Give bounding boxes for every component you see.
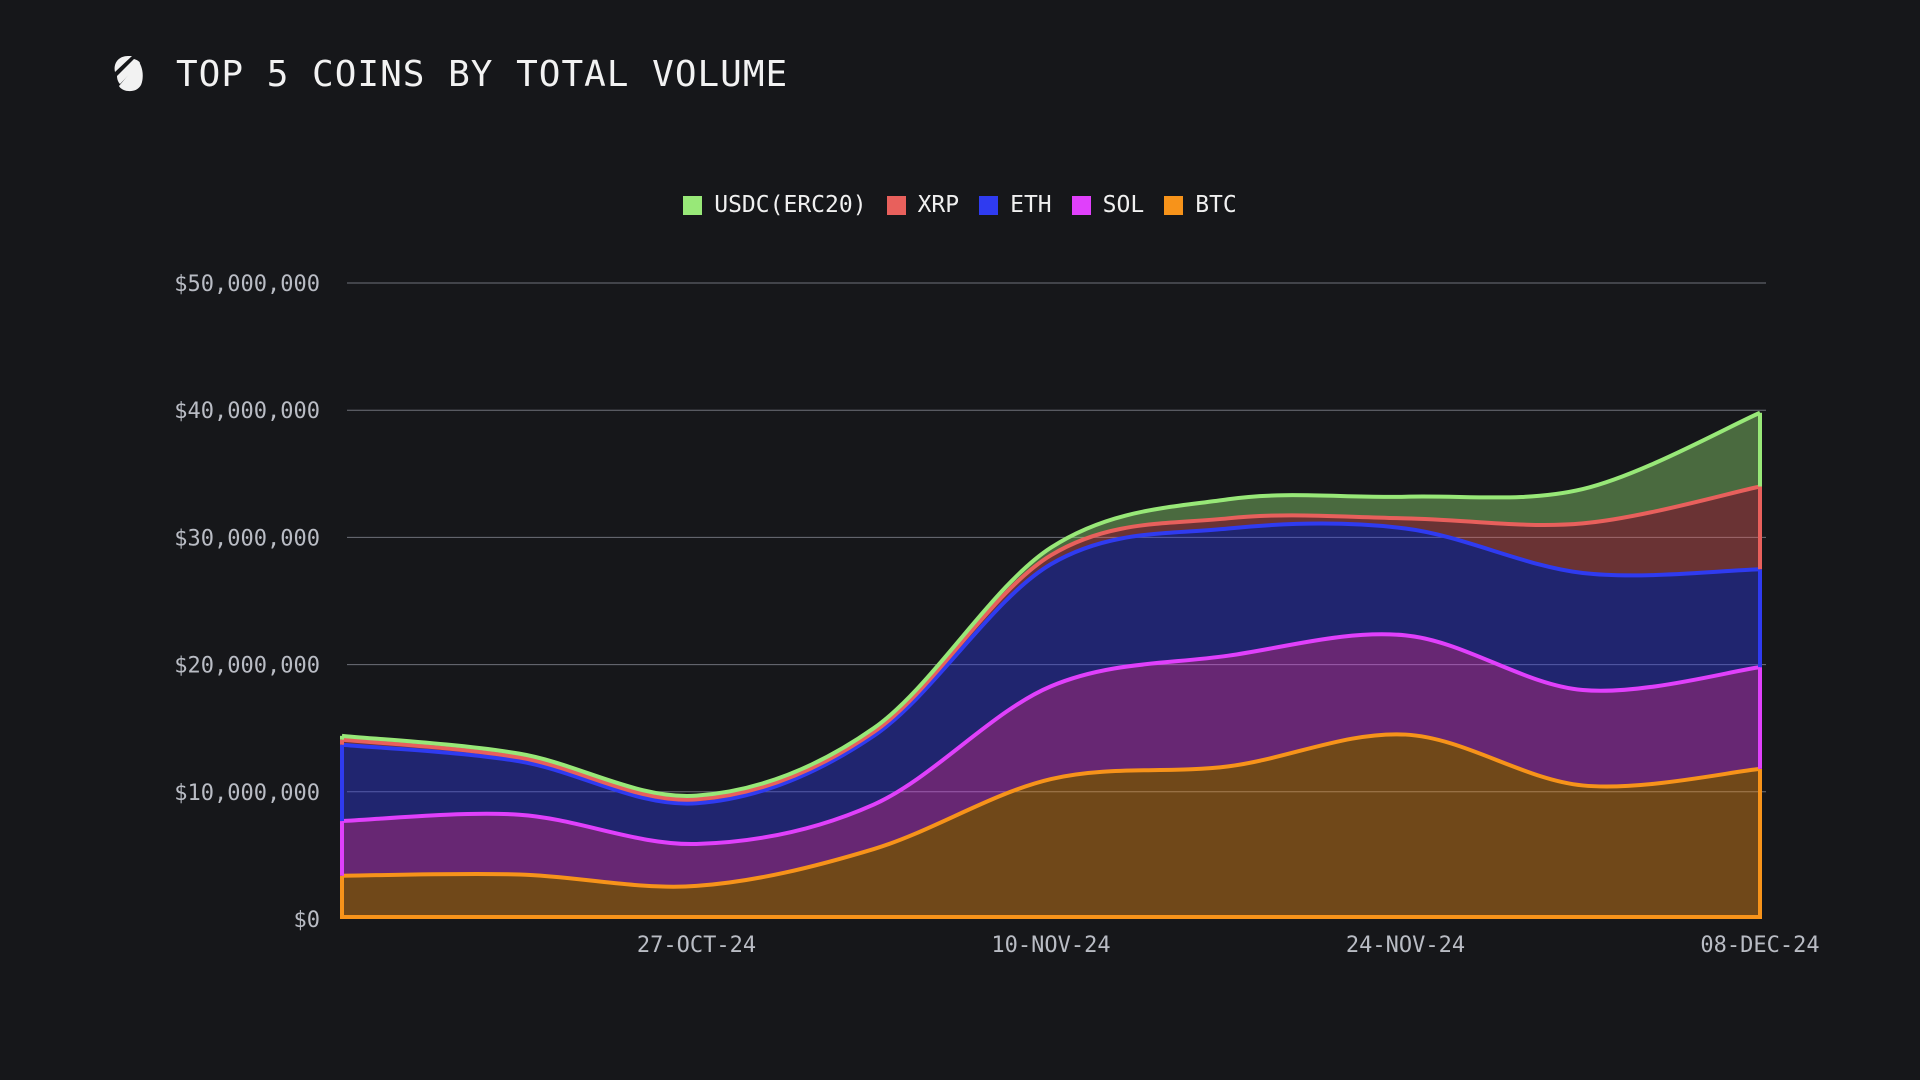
x-tick-label: 08-DEC-24 <box>1700 933 1819 958</box>
area-usdc-erc20- <box>342 412 1760 800</box>
chart-legend: USDC(ERC20) XRP ETH SOL BTC <box>0 192 1920 218</box>
legend-label: ETH <box>1010 192 1052 218</box>
legend-swatch <box>1164 195 1184 215</box>
legend-label: USDC(ERC20) <box>714 192 867 218</box>
legend-swatch <box>1071 195 1091 215</box>
x-tick-label: 27-OCT-24 <box>637 933 756 958</box>
legend-item[interactable]: ETH <box>979 192 1052 218</box>
y-tick-label: $20,000,000 <box>174 654 320 679</box>
series-line-sol <box>341 632 1761 846</box>
legend-label: XRP <box>917 192 960 218</box>
legend-item[interactable]: XRP <box>886 192 960 218</box>
chart-header: TOP 5 COINS BY TOTAL VOLUME <box>110 52 788 96</box>
legend-item[interactable]: USDC(ERC20) <box>683 192 867 218</box>
area-sol <box>342 634 1760 887</box>
y-tick-label: $10,000,000 <box>174 781 320 806</box>
series-line-eth <box>341 521 1761 806</box>
area-btc <box>342 734 1760 919</box>
legend-label: SOL <box>1102 192 1145 218</box>
series-line-xrp <box>341 484 1761 802</box>
y-tick-label: $50,000,000 <box>174 272 320 297</box>
page-title: TOP 5 COINS BY TOTAL VOLUME <box>176 53 789 95</box>
x-tick-label: 24-NOV-24 <box>1346 933 1465 958</box>
legend-item[interactable]: SOL <box>1071 192 1145 218</box>
y-tick-label: $40,000,000 <box>174 399 320 424</box>
legend-swatch <box>979 195 999 215</box>
series-line-btc <box>341 732 1761 889</box>
legend-label: BTC <box>1195 192 1237 218</box>
area-eth <box>342 523 1760 845</box>
legend-swatch <box>886 195 906 215</box>
y-tick-label: $30,000,000 <box>174 526 320 551</box>
legend-swatch <box>683 195 703 215</box>
y-tick-label: $0 <box>294 908 321 933</box>
series-line-usdc-erc20- <box>341 410 1761 798</box>
x-tick-label: 10-NOV-24 <box>991 933 1110 958</box>
slash-circle-logo-icon <box>114 56 143 92</box>
legend-item[interactable]: BTC <box>1164 192 1237 218</box>
